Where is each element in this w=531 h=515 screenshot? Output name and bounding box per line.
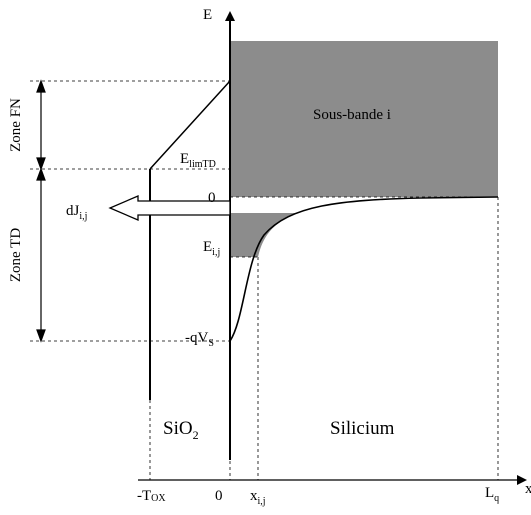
qvs-label: -qVS — [185, 330, 214, 349]
oxide-label-main: SiO — [163, 418, 193, 439]
oxide-barrier-slope — [149, 80, 231, 170]
tick-zero: 0 — [215, 488, 223, 504]
zone-fn-bracket — [36, 79, 46, 171]
energy-axis-label: E — [203, 7, 212, 23]
tick-tox: -TOX — [137, 488, 166, 504]
qvs-label-main: -qV — [185, 330, 208, 346]
zone-fn-label: Zone FN — [8, 98, 24, 152]
eij-label-sub: i,j — [212, 247, 220, 258]
zero-energy-label: 0 — [208, 190, 216, 206]
zone-td-bracket — [36, 167, 46, 343]
eij-label-main: E — [203, 239, 212, 255]
tick-xij-main: x — [250, 488, 258, 504]
elim-label-sub: limTD — [189, 159, 216, 170]
silicon-label: Silicium — [330, 418, 395, 439]
elim-label: ElimTD — [180, 151, 216, 170]
tick-tox-main: -T — [137, 488, 151, 504]
tick-lq-main: L — [485, 485, 494, 501]
oxide-label-sub: 2 — [193, 428, 199, 442]
elim-label-main: E — [180, 151, 189, 167]
zone-td-label: Zone TD — [8, 228, 24, 282]
x-axis-label: x — [525, 481, 531, 497]
tick-xij-sub: i,j — [258, 496, 266, 507]
subband-label: Sous-bande i — [313, 107, 391, 123]
qvs-label-sub: S — [208, 338, 214, 349]
oxide-label: SiO2 — [163, 418, 199, 442]
tick-lq-sub: q — [494, 493, 499, 504]
current-label-sub: i,j — [79, 211, 87, 222]
tick-tox-sub: OX — [151, 493, 166, 504]
eij-label: Ei,j — [203, 239, 220, 258]
subband-region — [230, 41, 498, 197]
tick-xij: xi,j — [250, 488, 266, 507]
current-label: dJi,j — [66, 203, 87, 222]
current-arrow — [108, 195, 231, 221]
band-curve — [229, 196, 499, 342]
tick-lq: Lq — [485, 485, 499, 504]
current-label-main: dJ — [66, 203, 80, 219]
